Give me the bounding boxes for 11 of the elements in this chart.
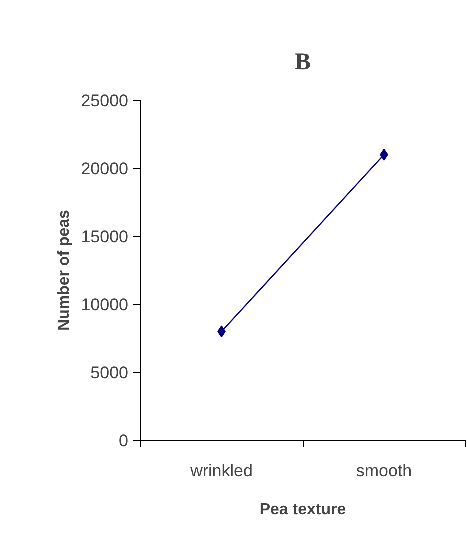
y-tick-label: 15000 bbox=[81, 228, 129, 246]
y-tick-label: 5000 bbox=[90, 364, 129, 382]
y-tick-label: 20000 bbox=[81, 160, 129, 178]
x-tick-label: smooth bbox=[356, 462, 412, 480]
y-tick-label: 10000 bbox=[81, 296, 129, 314]
x-tick-label: wrinkled bbox=[190, 462, 253, 480]
y-axis-title: Number of peas bbox=[56, 210, 74, 331]
chart-title: B bbox=[294, 50, 312, 76]
y-tick-label: 25000 bbox=[81, 92, 129, 110]
x-axis-title: Pea texture bbox=[260, 502, 346, 518]
y-tick-label: 0 bbox=[119, 432, 129, 450]
